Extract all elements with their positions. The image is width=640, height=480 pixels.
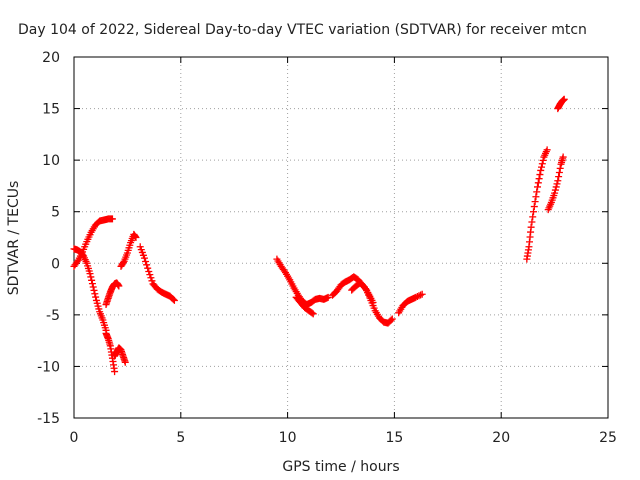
data-point-fill (90, 286, 98, 294)
data-point-fill (553, 180, 561, 188)
data-point (537, 166, 545, 174)
data-point-fill (92, 293, 100, 301)
axis-ticks: 0 5 10 15 20 25 -15 -10 -5 0 5 10 15 20 (37, 50, 617, 446)
data-point-fill (144, 264, 152, 272)
data-point (309, 310, 317, 318)
series-arc-a-fall (70, 245, 110, 334)
y-tick-label: 10 (42, 153, 60, 169)
data-point (534, 183, 542, 191)
data-point-fill (531, 198, 539, 206)
grid (74, 57, 608, 418)
data-point-fill (308, 309, 316, 317)
y-tick-label: 15 (42, 102, 60, 118)
data-point (559, 153, 567, 161)
data-point-fill (146, 271, 154, 279)
data-point-fill (148, 277, 156, 285)
data-point-fill (91, 290, 99, 298)
chart-title: Day 104 of 2022, Sidereal Day-to-day VTE… (18, 22, 587, 38)
series-arc-i (523, 146, 551, 263)
series-arc-h (395, 290, 426, 317)
data-point (111, 368, 119, 376)
data-point (369, 298, 377, 306)
y-tick-label: -10 (37, 359, 60, 375)
series-arc-d (117, 230, 140, 270)
data-point-fill (169, 295, 177, 303)
series-arc-g2 (348, 279, 377, 306)
data-point (121, 358, 129, 366)
data-point (412, 293, 420, 301)
data-point-fill (533, 188, 541, 196)
series-arc-k (554, 95, 568, 113)
data-point-fill (529, 213, 537, 221)
data-point (388, 315, 396, 323)
data-point-fill (538, 163, 546, 171)
x-tick-label: 25 (599, 430, 617, 446)
data-point-fill (534, 179, 542, 187)
x-tick-label: 0 (70, 430, 79, 446)
series-arc-c (111, 344, 129, 366)
data-point (89, 283, 97, 291)
data-point-fill (528, 218, 536, 226)
data-point (554, 177, 562, 185)
data-point-fill (143, 261, 151, 269)
y-tick-label: 20 (42, 50, 60, 66)
series-arc-e (136, 243, 178, 304)
data-point-fill (539, 156, 547, 164)
data-point-fill (556, 164, 564, 172)
data-point-fill (555, 169, 563, 177)
data-point (418, 290, 426, 298)
data-point-fill (532, 193, 540, 201)
series-arc-a-rise (70, 215, 116, 270)
data-point-fill (530, 208, 538, 216)
data-point (115, 282, 123, 290)
plot-frame (73, 56, 609, 419)
data-point-fill (536, 171, 544, 179)
data-point-fill (413, 293, 421, 301)
series-arc-j (544, 153, 567, 214)
series-arc-f2 (292, 293, 317, 318)
data-point (86, 270, 94, 278)
data-point (551, 189, 559, 197)
data-point-fill (535, 175, 543, 183)
x-tick-label: 20 (492, 430, 510, 446)
data-point-fill (88, 280, 96, 288)
data-point (530, 203, 538, 211)
data-point-fill (417, 291, 425, 299)
data-point (140, 254, 148, 262)
data-point-fill (119, 259, 127, 267)
y-tick-label: 5 (51, 205, 60, 221)
y-tick-label: -5 (46, 308, 60, 324)
data-point-fill (552, 183, 560, 191)
data-point-fill (538, 160, 546, 168)
data-point (560, 95, 568, 103)
y-tick-label: -15 (37, 411, 60, 427)
data-point (108, 215, 116, 223)
y-tick-label: 0 (51, 256, 60, 272)
data-point-fill (73, 258, 81, 266)
data-point (145, 268, 153, 276)
x-tick-label: 15 (385, 430, 403, 446)
data-point-fill (87, 273, 95, 281)
data-point-fill (88, 276, 96, 284)
data-point-fill (387, 316, 395, 324)
x-tick-label: 5 (176, 430, 185, 446)
data-point-fill (142, 257, 150, 265)
data-point-fill (147, 274, 155, 282)
data-point (170, 296, 178, 304)
data-point (543, 146, 551, 154)
data-point-fill (555, 173, 563, 181)
data-point (324, 293, 332, 301)
y-axis-label: SDTVAR / TECUs (6, 181, 22, 296)
data-point (132, 234, 140, 241)
data-point-fill (551, 186, 559, 194)
data-point (527, 223, 535, 231)
x-axis-label: GPS time / hours (282, 459, 399, 475)
series-arc-g (328, 273, 396, 327)
data-point-fill (415, 292, 423, 300)
data-points (70, 95, 568, 376)
series-arc-b (102, 279, 123, 309)
x-tick-label: 10 (279, 430, 297, 446)
